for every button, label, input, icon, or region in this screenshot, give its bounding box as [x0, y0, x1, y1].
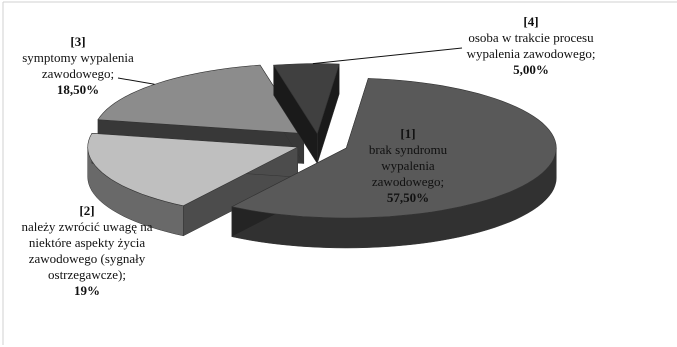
slice-label-2: [2] należy zwrócić uwagę na niektóre asp… — [12, 203, 162, 299]
slice-2 — [87, 132, 299, 207]
slice-number-4: [4] — [523, 14, 539, 29]
slice-label-4: [4] osoba w trakcie procesu wypalenia za… — [456, 14, 606, 78]
slice-name-3: symptomy wypalenia zawodowego; — [22, 50, 134, 81]
slice-4-leader-line — [312, 47, 463, 65]
slice-3 — [97, 64, 305, 134]
slice-value-3: 18,50% — [56, 82, 100, 97]
slice-number-2: [2] — [79, 203, 95, 218]
slice-label-1: [1] brak syndromu wypalenia zawodowego; … — [348, 126, 468, 206]
slice-4 — [273, 63, 340, 135]
slice-value-4: 5,00% — [513, 62, 549, 77]
slice-number-3: [3] — [70, 34, 86, 49]
slice-name-2: należy zwrócić uwagę na niektóre aspekty… — [21, 219, 153, 282]
slice-number-1: [1] — [400, 126, 416, 141]
slice-value-2: 19% — [74, 283, 100, 298]
slice-3-leader-line — [117, 77, 155, 85]
slice-name-4: osoba w trakcie procesu wypalenia zawodo… — [466, 30, 596, 61]
slice-name-1: brak syndromu wypalenia zawodowego; — [368, 142, 448, 189]
slice-label-3: [3] symptomy wypalenia zawodowego; 18,50… — [22, 34, 134, 98]
slice-value-1: 57,50% — [386, 190, 430, 205]
slice-1 — [231, 78, 557, 219]
